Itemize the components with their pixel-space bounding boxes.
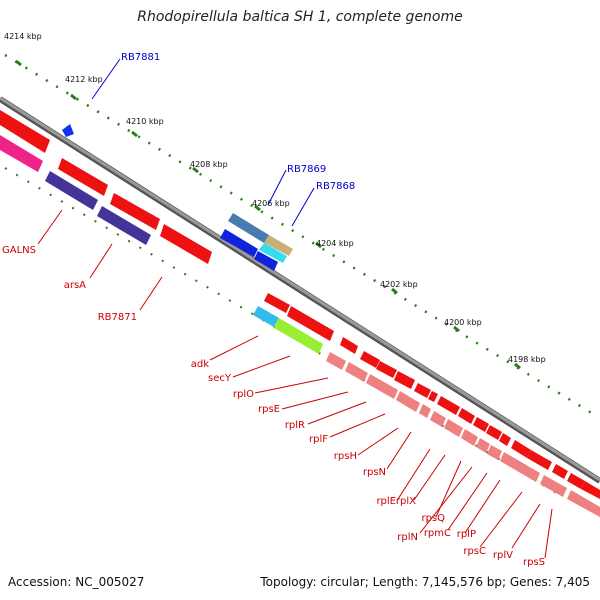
feature-arsa [45, 171, 98, 210]
gene-label-galns: GALNS [2, 245, 36, 256]
gene-label-rb7868: RB7868 [316, 181, 355, 192]
scale-label-4208: 4208 kbp [190, 160, 228, 169]
feature-rrna-3 [366, 374, 398, 399]
map-title: Rhodopirellula baltica SH 1, complete ge… [137, 9, 463, 25]
feature-rb7881 [62, 124, 74, 137]
feature-rrna-8 [461, 429, 478, 446]
feature-red-18 [511, 440, 531, 458]
feature-red-5 [264, 293, 290, 313]
gene-label-rpse: rpsE [258, 404, 280, 415]
gene-label-rplo: rplO [233, 389, 254, 400]
gene-label-rpsh: rpsH [334, 451, 357, 462]
gene-label-rpss: rpsS [523, 557, 545, 568]
feature-galns [0, 135, 43, 172]
scale-labels: 4214 kbp 4212 kbp 4210 kbp 4208 kbp 4206… [4, 32, 546, 364]
red-leaders [37, 209, 553, 559]
gene-label-rple: rplE [376, 496, 396, 507]
accession-text: Accession: NC_005027 [8, 575, 145, 589]
blue-labels: RB7881 RB7869 RB7868 [121, 52, 355, 192]
feature-red-2 [58, 158, 108, 196]
feature-red-4 [160, 224, 212, 264]
feature-rrna-1 [326, 352, 346, 370]
gene-label-secy: secY [208, 373, 232, 384]
feature-red-19 [527, 450, 552, 470]
feature-rrna-4 [396, 391, 420, 412]
feature-rrna-11 [500, 452, 540, 482]
feature-red-3 [110, 193, 160, 230]
gene-label-rb7871: RB7871 [98, 312, 137, 323]
gene-label-adk: adk [191, 359, 209, 370]
feature-rrna-10 [487, 445, 502, 460]
feature-rrna-12 [540, 475, 567, 497]
feature-rrna-13 [567, 490, 600, 517]
gene-label-rplr: rplR [285, 420, 305, 431]
feature-red-13 [437, 396, 460, 415]
scale-label-4206: 4206 kbp [252, 199, 290, 208]
gene-label-rpmc: rpmC [424, 528, 451, 539]
scale-label-4210: 4210 kbp [126, 117, 164, 126]
feature-rrna-2 [345, 362, 368, 382]
feature-red-6 [287, 306, 334, 341]
major-ticks [15, 59, 521, 370]
feature-red-top [0, 110, 50, 153]
feature-blue-c [254, 251, 278, 271]
feature-red-10 [394, 371, 415, 389]
feature-rrna-9 [476, 438, 490, 453]
scale-label-4212: 4212 kbp [65, 75, 103, 84]
scale-label-4204: 4204 kbp [316, 239, 354, 248]
blue-leaders [91, 58, 315, 227]
feature-red-11 [414, 383, 431, 398]
feature-tan [264, 235, 293, 256]
feature-adk [253, 306, 279, 327]
gene-label-rpsn: rpsN [363, 467, 386, 478]
gene-label-rpsq: rpsQ [421, 513, 445, 524]
feature-red-15 [473, 417, 489, 432]
scale-label-4202: 4202 kbp [380, 280, 418, 289]
gene-label-rplp: rplP [457, 529, 476, 540]
feature-cyan [259, 243, 287, 263]
feature-rb7871 [97, 206, 151, 245]
feature-secy [274, 318, 323, 354]
reverse-features [0, 110, 600, 517]
gene-label-arsa: arsA [64, 280, 86, 291]
scale-label-4198: 4198 kbp [508, 355, 546, 364]
gene-label-rplv: rplV [493, 550, 513, 561]
gene-label-rb7869: RB7869 [287, 164, 326, 175]
feature-blue-a [228, 213, 269, 243]
scale-label-4200: 4200 kbp [444, 318, 482, 327]
feature-red-9 [376, 361, 397, 378]
feature-red-8 [360, 351, 380, 368]
scale-track [4, 53, 596, 417]
feature-rrna-6 [430, 411, 446, 427]
feature-red-21 [567, 473, 585, 489]
gene-label-rplx: rplX [396, 496, 416, 507]
feature-rrna-5 [419, 404, 431, 418]
red-labels: GALNS arsA RB7871 adk secY rplO rpsE rpl… [2, 245, 545, 568]
feature-red-14 [458, 408, 475, 424]
feature-red-20 [552, 464, 568, 479]
scale-label-4214: 4214 kbp [4, 32, 42, 41]
feature-red-22 [581, 481, 600, 499]
feature-red-16 [486, 425, 502, 440]
forward-features [62, 124, 293, 271]
feature-red-12 [428, 391, 438, 402]
topology-text: Topology: circular; Length: 7,145,576 bp… [260, 575, 590, 589]
feature-blue-b [220, 229, 258, 257]
feature-red-17 [499, 433, 511, 446]
gene-label-rplf: rplF [309, 434, 328, 445]
gene-label-rpsc: rpsC [463, 546, 486, 557]
gene-label-rb7881: RB7881 [121, 52, 160, 63]
gene-label-rpln: rplN [397, 532, 418, 543]
feature-red-7 [340, 337, 358, 354]
feature-rrna-7 [444, 419, 463, 437]
genome-backbone [0, 96, 600, 484]
